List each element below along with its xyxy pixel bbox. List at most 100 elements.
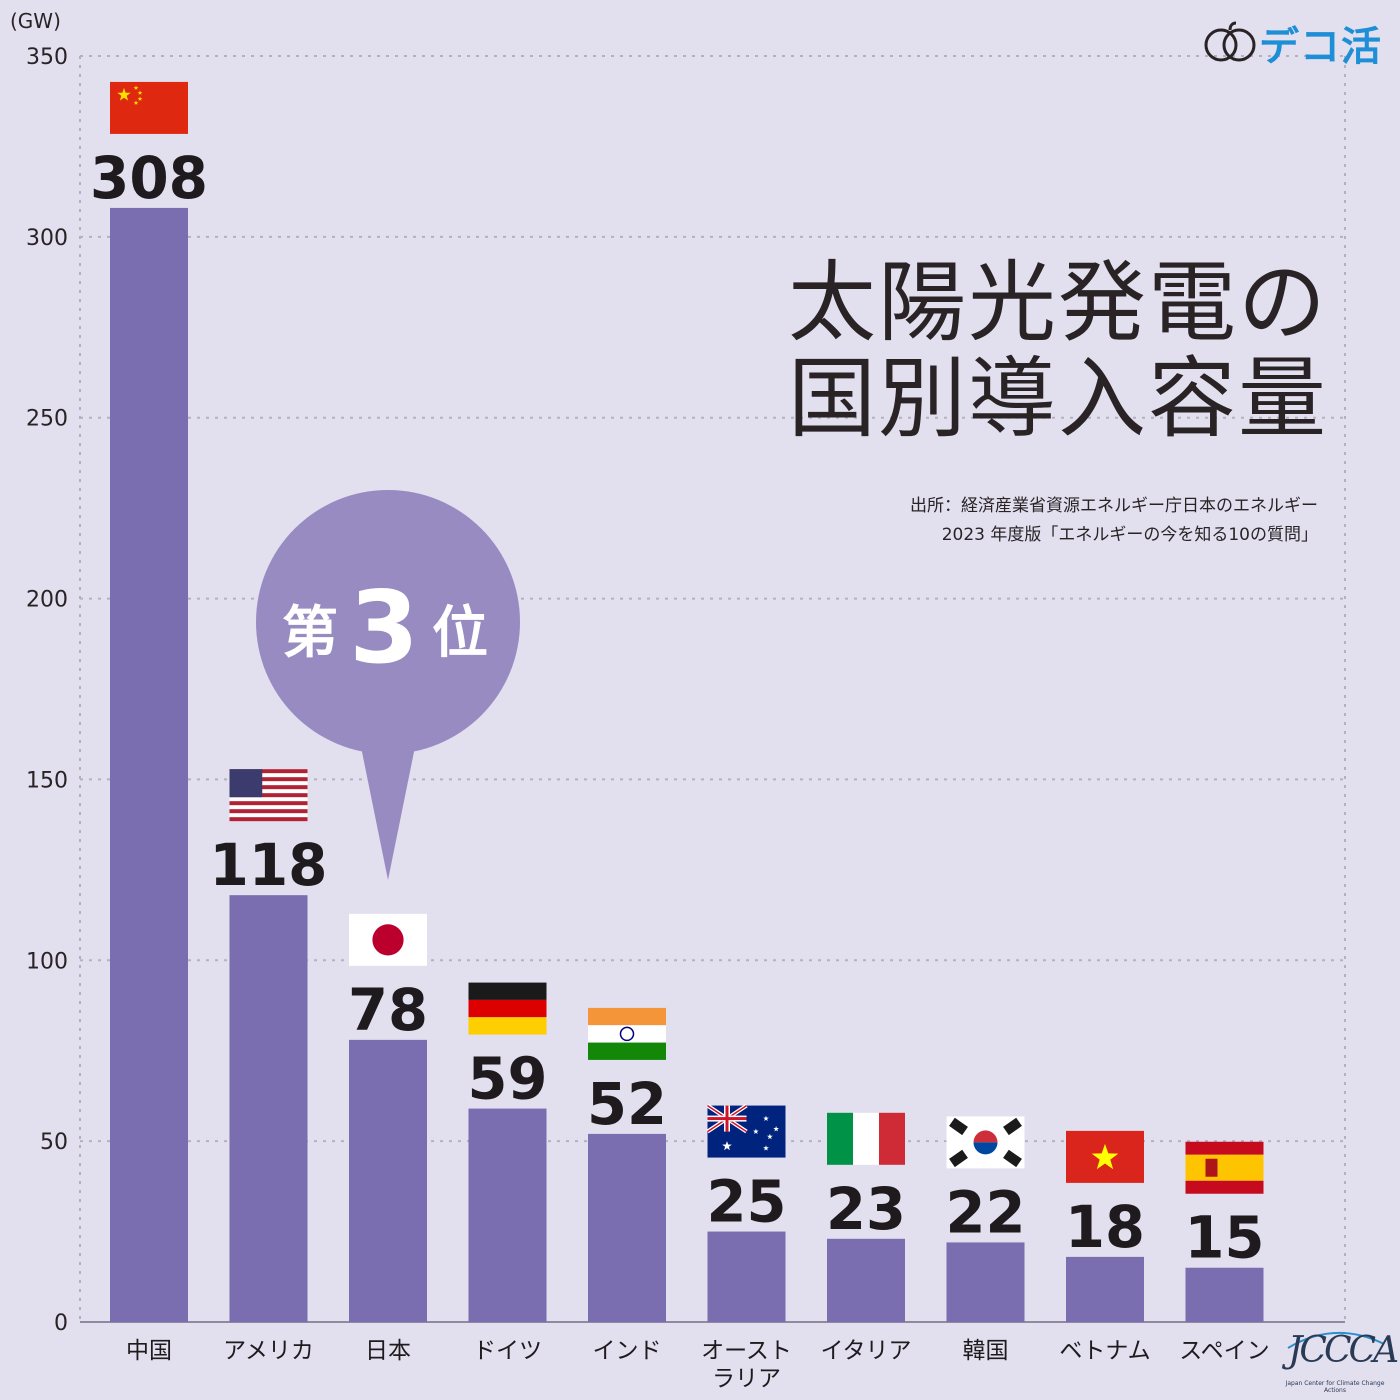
value-label: 25 (707, 1168, 787, 1236)
y-axis-unit: (GW) (10, 9, 61, 33)
x-tick-label: 中国 (126, 1338, 172, 1364)
flag-disc (372, 924, 404, 956)
jccca-text: JCCCA (1288, 1330, 1399, 1371)
y-tick-label: 50 (40, 1130, 68, 1155)
flag-part (1185, 1141, 1264, 1155)
flag-star (1091, 1143, 1119, 1170)
rank-prefix: 第 (282, 601, 338, 666)
flag-trigram (949, 1117, 968, 1136)
x-tick-label: アメリカ (223, 1338, 314, 1364)
flag-part (1185, 1154, 1264, 1181)
rank-bubble-pointer (360, 742, 416, 880)
bar (827, 1238, 905, 1322)
flag-part (707, 1117, 747, 1121)
korea-flag-icon (946, 1116, 1025, 1169)
flag-taeguk-red (973, 1130, 998, 1143)
flag-part (229, 769, 263, 798)
value-label: 59 (468, 1045, 548, 1113)
source-line-1: 出所：経済産業省資源エネルギー庁日本のエネルギー (910, 496, 1318, 516)
rank-number: 3 (349, 569, 419, 686)
flag-taeguk-blue (973, 1142, 998, 1155)
bar (946, 1242, 1025, 1322)
flag-part (229, 769, 308, 774)
x-tick-label: ドイツ (473, 1338, 542, 1364)
bar (110, 207, 188, 1322)
y-tick-label: 300 (26, 226, 68, 251)
value-label: 23 (826, 1175, 906, 1243)
flag-wheel (619, 1026, 635, 1042)
india-flag-icon (588, 1007, 666, 1060)
flag-star (773, 1126, 779, 1132)
chart-title: 太陽光発電の 国別導入容量 (788, 255, 1328, 447)
flag-part (229, 777, 308, 782)
germany-flag-icon (468, 982, 547, 1035)
value-label: 78 (348, 976, 428, 1044)
flag-trigram (1003, 1149, 1022, 1168)
y-tick-label: 150 (26, 768, 68, 793)
bar (1185, 1267, 1264, 1322)
x-tick-label: 韓国 (963, 1338, 1009, 1364)
bar (229, 895, 308, 1322)
y-tick-label: 250 (26, 407, 68, 432)
x-tick-label: ラリア (712, 1366, 781, 1392)
rank-bubble-circle (256, 490, 520, 754)
flag-part (468, 999, 547, 1018)
value-label: 18 (1065, 1193, 1145, 1261)
rank-suffix: 位 (432, 601, 488, 666)
flag-part (229, 809, 308, 814)
italy-flag-icon (827, 1112, 905, 1165)
bar (1066, 1256, 1144, 1322)
flag-star (722, 1141, 732, 1151)
y-tick-label: 200 (26, 588, 68, 613)
x-tick-label: インド (593, 1338, 662, 1364)
flag-star (767, 1133, 773, 1140)
flag-part (588, 1042, 666, 1060)
flag-trigram (1003, 1117, 1022, 1136)
flag-part (827, 1112, 853, 1165)
value-label: 308 (90, 144, 208, 212)
title-line-1: 太陽光発電の (787, 251, 1328, 354)
value-label: 118 (210, 831, 328, 899)
vietnam-flag-icon (1066, 1130, 1144, 1183)
usa-flag-icon (229, 769, 308, 822)
flag-part (110, 81, 188, 134)
x-tick-label: スペイン (1179, 1338, 1269, 1364)
china-flag-icon (110, 81, 188, 134)
logo-text: デコ活 (1259, 24, 1382, 70)
flag-star (133, 100, 139, 105)
spain-flag-icon (1185, 1141, 1264, 1194)
flag-star (117, 87, 131, 101)
x-tick-label: 日本 (365, 1338, 411, 1364)
flag-star (133, 85, 139, 90)
x-tick-label: オースト (701, 1338, 792, 1364)
flag-part (468, 1017, 547, 1035)
flag-part (879, 1112, 905, 1165)
jccca-arc-icon (1287, 1331, 1385, 1349)
jccca-logo: JCCCA Japan Center for Climate Change Ac… (1280, 1318, 1400, 1394)
source-line-2: 2023 年度版「エネルギーの今を知る10の質問」 (941, 525, 1318, 545)
flag-star (137, 90, 143, 95)
flag-star (753, 1128, 759, 1134)
bar (468, 1108, 547, 1322)
flag-part (1185, 1180, 1264, 1194)
flag-trigram (949, 1149, 968, 1168)
title-line-2: 国別導入容量 (787, 347, 1328, 450)
value-label: 15 (1185, 1204, 1265, 1272)
double-leaf-icon (1204, 21, 1256, 62)
flag-part (229, 793, 308, 798)
y-tick-label: 0 (54, 1311, 68, 1336)
flag-star (763, 1115, 769, 1121)
value-label: 52 (587, 1070, 667, 1138)
flag-star (763, 1145, 769, 1151)
x-tick-label: ベトナム (1059, 1338, 1150, 1364)
australia-flag-icon (706, 1103, 786, 1158)
flag-part (468, 982, 547, 1000)
x-tick-label: イタリア (820, 1338, 911, 1364)
bar (349, 1039, 427, 1322)
flag-part (588, 1007, 666, 1026)
flag-coat-of-arms (1205, 1158, 1218, 1177)
japan-flag-icon (349, 913, 427, 966)
flag-part (588, 1025, 666, 1043)
flag-star (137, 96, 143, 101)
